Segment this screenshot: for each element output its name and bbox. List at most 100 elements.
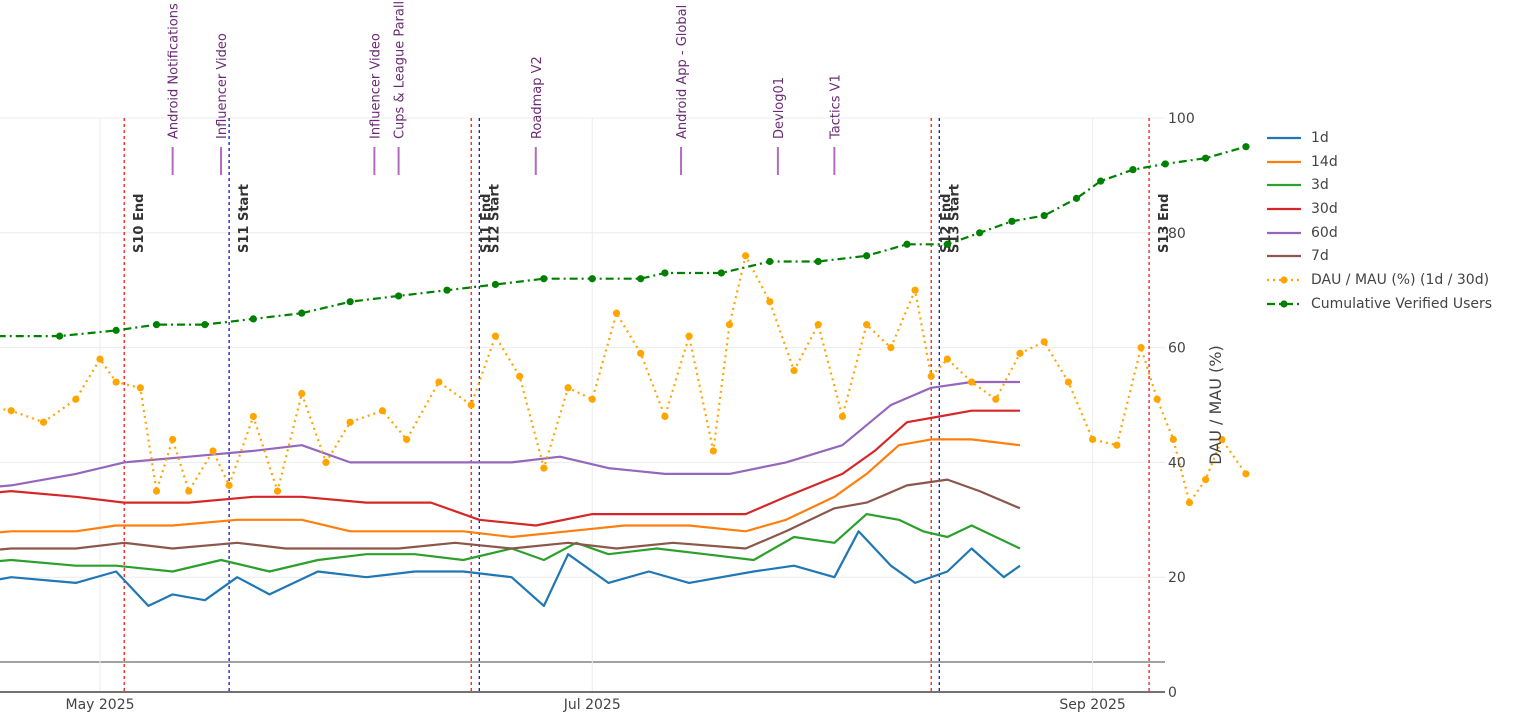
legend-label: 30d [1311, 200, 1338, 217]
series-point-6 [249, 412, 257, 421]
season-marker-label: S13 End [1157, 194, 1172, 253]
season-marker-label: S11 Start [237, 184, 252, 253]
season-marker-label: S11 End [479, 194, 494, 253]
series-line-0 [0, 530, 1021, 607]
series-point-6 [152, 487, 161, 495]
legend-label: Cumulative Verified Users [1311, 295, 1493, 312]
series-point-6 [467, 401, 475, 409]
event-annotation-label: Android App - Global [675, 5, 690, 139]
event-annotation-label: Influencer Video [215, 33, 230, 139]
series-point-7 [717, 269, 725, 277]
series-point-7 [1129, 166, 1137, 174]
series-line-2 [0, 513, 1021, 573]
series-line-1 [0, 438, 1021, 539]
series-point-7 [443, 286, 451, 294]
series-point-6 [790, 366, 798, 375]
axes: 0 20 40 60 80 100 May 2025 Jul 2025 Sep 2025 DAU … [0, 111, 1225, 713]
event-annotation-label: Android Notifications [167, 3, 182, 139]
series-point-6 [1201, 476, 1210, 484]
series-point-7 [540, 275, 548, 283]
legend-item[interactable]: DAU / MAU (%) (1d / 30d) [1266, 268, 1492, 292]
series-point-7 [1040, 211, 1048, 220]
legend-item[interactable]: Cumulative Verified Users [1266, 292, 1492, 316]
x-tick-label: Jul 2025 [563, 697, 621, 713]
y-tick-label: 20 [1168, 570, 1186, 586]
series-point-7 [1201, 154, 1210, 162]
series-line-5 [0, 478, 1021, 551]
legend-label: DAU / MAU (%) (1d / 30d) [1311, 271, 1490, 288]
series-point-7 [1161, 160, 1169, 168]
series-point-7 [152, 321, 161, 329]
legend-label: 3d [1311, 177, 1329, 194]
series-point-6 [887, 344, 895, 352]
series-point-6 [346, 418, 354, 426]
season-marker-label: S12 Start [487, 184, 502, 253]
legend[interactable]: 1d 14d 3d 30d 60d 7d DAU / MAU (%) (1d / 30d) C… [1266, 126, 1492, 316]
x-tick-label: Sep 2025 [1059, 697, 1125, 713]
y-axis-title: DAU / MAU (%) [1206, 345, 1225, 465]
series-point-7 [1097, 177, 1105, 185]
legend-label: 7d [1311, 248, 1329, 265]
event-annotations: Influencer Video Influencer Video Android … [0, 0, 843, 175]
legend-swatch [1267, 207, 1301, 211]
series-line-3 [0, 409, 1020, 527]
series-point-6 [709, 447, 717, 455]
series-point-6 [838, 412, 847, 421]
series-point-6 [1185, 498, 1194, 507]
legend-item[interactable]: 14d [1266, 150, 1492, 174]
series-line-6 [0, 254, 1247, 504]
series-point-6 [725, 321, 734, 329]
series-point-7 [637, 275, 645, 283]
legend-item[interactable]: 60d [1266, 221, 1492, 245]
series-point-7 [588, 275, 596, 283]
series-point-6 [516, 372, 524, 380]
x-tick-label: May 2025 [65, 697, 134, 713]
legend-item[interactable]: 3d [1266, 173, 1492, 197]
series-point-6 [911, 286, 919, 294]
series-point-6 [225, 481, 233, 489]
series-point-6 [185, 487, 193, 495]
series-point-6 [564, 384, 572, 392]
series-point-7 [863, 252, 871, 260]
series-point-6 [112, 378, 120, 386]
series-point-6 [637, 349, 645, 357]
legend-label: 1d [1311, 129, 1329, 146]
series-point-6 [992, 395, 1000, 403]
series-point-6 [766, 298, 774, 306]
series-point-6 [685, 332, 693, 340]
series-point-7 [298, 309, 306, 317]
series-point-7 [903, 240, 911, 248]
legend-item[interactable]: 1d [1266, 126, 1492, 150]
series-point-6 [1169, 435, 1177, 444]
series-point-6 [1064, 378, 1072, 386]
legend-item[interactable]: 7d [1266, 244, 1492, 268]
series-point-7 [943, 240, 951, 248]
legend-swatch [1267, 160, 1301, 163]
y-tick-label: 0 [1168, 685, 1177, 701]
series-point-7 [1242, 143, 1250, 151]
legend-swatch [1267, 184, 1301, 187]
legend-label: 60d [1311, 224, 1338, 241]
series-point-6 [1016, 349, 1024, 357]
series-point-6 [209, 447, 217, 455]
series-point-7 [346, 298, 354, 306]
event-annotation-label: Devlog01 [772, 77, 787, 139]
series-point-7 [1072, 194, 1081, 202]
series-lines [0, 143, 1250, 607]
series-point-6 [435, 378, 443, 386]
series-point-6 [588, 395, 596, 403]
season-marker-label: S12 End [939, 194, 954, 253]
legend-swatch [1267, 300, 1301, 308]
legend-item[interactable]: 30d [1266, 197, 1492, 221]
series-point-7 [56, 332, 64, 340]
series-point-6 [491, 332, 500, 340]
season-marker-label: S10 End [132, 194, 147, 253]
series-point-6 [322, 458, 330, 466]
series-point-6 [7, 407, 15, 415]
series-point-6 [1137, 344, 1145, 352]
series-point-6 [1040, 338, 1048, 346]
event-annotation-label: Cups & League Parallel [393, 0, 408, 139]
series-point-7 [766, 257, 774, 266]
series-point-7 [976, 229, 984, 237]
series-point-6 [1242, 470, 1250, 478]
